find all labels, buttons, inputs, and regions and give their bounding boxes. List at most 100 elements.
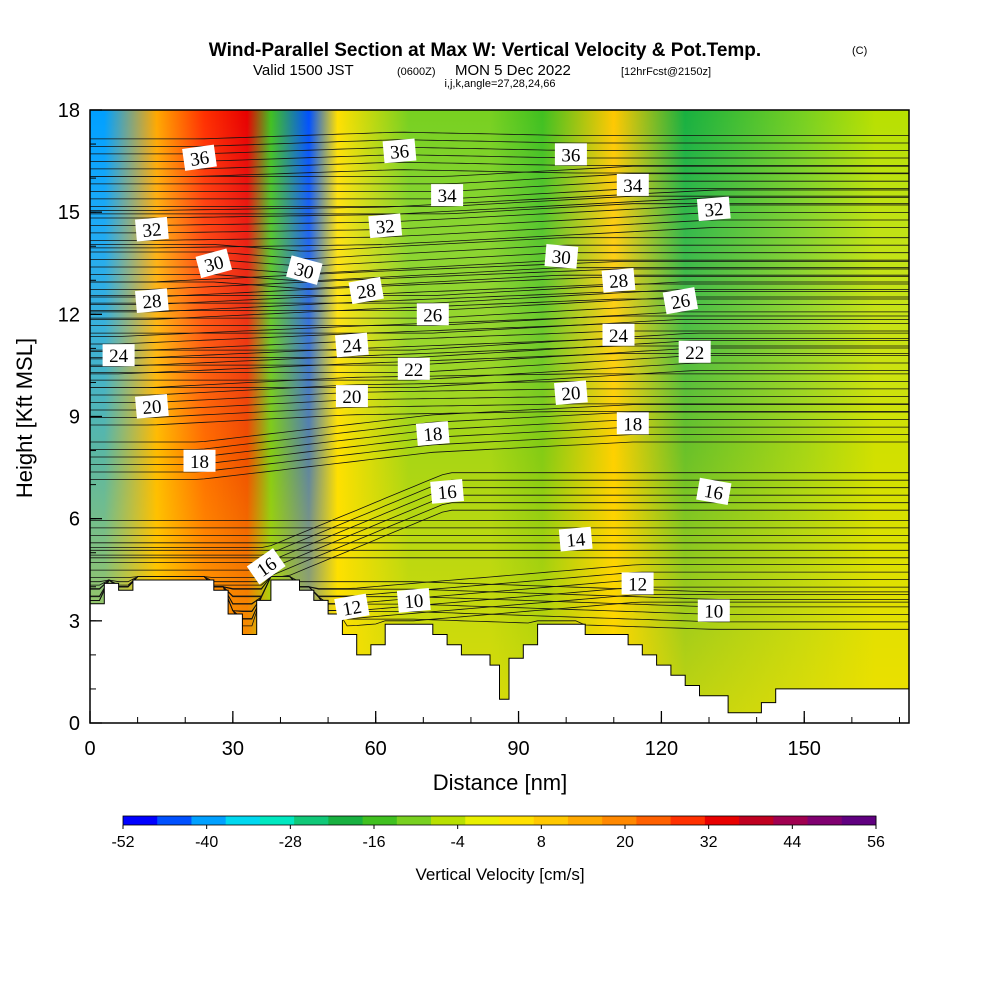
chart-title: Wind-Parallel Section at Max W: Vertical… — [209, 40, 761, 61]
colorbar-swatch — [670, 816, 706, 825]
x-tick-label: 30 — [222, 738, 244, 760]
colorbar-swatch — [396, 816, 432, 825]
theta-line-18-2 — [90, 426, 909, 465]
theta-line-28-1 — [90, 291, 909, 313]
theta-line-16-0 — [90, 509, 909, 586]
x-tick-label: 60 — [365, 738, 387, 760]
theta-label-box — [102, 344, 135, 367]
theta-label-box — [135, 216, 169, 242]
theta-line-28-5 — [90, 261, 909, 283]
theta-line-34-4 — [90, 173, 909, 185]
theta-line-24-0 — [90, 353, 909, 375]
theta-label-box — [697, 599, 730, 622]
theta-label-box — [430, 479, 464, 504]
theta-label-text: 24 — [109, 346, 129, 367]
subtitle-date: MON 5 Dec 2022 — [455, 62, 571, 79]
theta-label-box — [696, 477, 732, 506]
theta-label-box — [195, 248, 233, 279]
theta-label-box — [558, 526, 593, 552]
theta-label-text: 36 — [389, 141, 410, 164]
x-axis-ticks: 0 30 60 90 120 150 — [84, 711, 900, 760]
theta-line-16-3 — [90, 487, 909, 563]
theta-line-34-0 — [90, 203, 909, 215]
theta-line-36-1 — [90, 161, 909, 170]
theta-label-text: 20 — [561, 383, 582, 406]
theta-label-text: 14 — [565, 529, 586, 552]
theta-line-32-0 — [90, 227, 909, 249]
theta-line-18-1 — [90, 434, 909, 473]
theta-label-box — [334, 593, 370, 621]
theta-label-14: 26 — [416, 303, 449, 326]
theta-label-text: 32 — [142, 219, 163, 242]
y-tick-label: 9 — [69, 407, 80, 429]
colorbar-tick-label: -52 — [111, 834, 134, 851]
theta-label-text: 34 — [623, 176, 643, 197]
theta-label-text: 20 — [342, 387, 361, 408]
subtitle-utc: (0600Z) — [397, 66, 436, 78]
theta-line-28-4 — [90, 268, 909, 290]
theta-label-text: 10 — [704, 602, 723, 623]
theta-line-20-1 — [90, 403, 909, 418]
theta-label-text: 30 — [551, 247, 572, 270]
theta-label-text: 18 — [623, 414, 642, 435]
theta-label-box — [621, 572, 654, 595]
colorbar-tick-label: -40 — [195, 834, 218, 851]
theta-line-32-5 — [90, 189, 909, 211]
x-axis-label: Distance [nm] — [433, 770, 568, 795]
y-axis-label: Height [Kft MSL] — [12, 338, 37, 498]
theta-line-22-2 — [90, 355, 909, 373]
colorbar-swatch — [259, 816, 295, 825]
theta-line-26-4 — [90, 289, 909, 304]
theta-contour-labels: 36 36 36 34 34 32 32 32 30 30 30 28 28 28 26 26 24 24 24 22… — [102, 138, 732, 623]
theta-label-box — [382, 138, 417, 164]
theta-label-box — [415, 421, 450, 446]
theta-line-30-1 — [90, 267, 909, 282]
terrain-mask — [90, 579, 909, 723]
theta-line-36-4 — [90, 139, 909, 147]
theta-label-11: 28 — [135, 288, 169, 313]
colorbar-tick-label: 20 — [616, 834, 634, 851]
colorbar-ticks: -52 -40 -28 -16 -4 8 20 32 44 56 — [111, 825, 885, 851]
theta-line-16-5 — [90, 472, 909, 548]
theta-line-36-5 — [90, 131, 909, 140]
theta-line-16-4 — [90, 479, 909, 556]
colorbar-swatch — [191, 816, 227, 825]
theta-label-box — [431, 184, 464, 207]
theta-label-box — [348, 276, 384, 305]
x-tick-label: 120 — [645, 738, 678, 760]
colorbar-tick-label: 8 — [537, 834, 546, 851]
theta-label-text: 12 — [628, 574, 647, 595]
theta-label-22: 20 — [335, 385, 368, 408]
theta-label-30: 14 — [558, 526, 593, 552]
theta-line-24-2 — [90, 338, 909, 360]
theta-line-22-0 — [90, 370, 909, 388]
theta-label-20: 22 — [678, 340, 711, 364]
colorbar-frame — [122, 815, 877, 826]
theta-label-box — [397, 357, 430, 380]
theta-line-24-3 — [90, 330, 909, 352]
theta-label-text: 30 — [202, 252, 226, 277]
theta-label-text: 28 — [608, 271, 629, 294]
theta-label-23: 20 — [554, 380, 588, 406]
theta-line-26-1 — [90, 311, 909, 326]
theta-label-6: 32 — [368, 213, 403, 239]
theta-line-32-3 — [90, 204, 909, 226]
theta-label-text: 36 — [561, 145, 580, 166]
colorbar-swatch — [157, 816, 192, 825]
theta-line-26-0 — [90, 319, 909, 334]
x-tick-label: 90 — [507, 738, 529, 760]
colorbar-swatch — [704, 816, 740, 825]
theta-label-text: 16 — [702, 481, 724, 505]
theta-line-20-3 — [90, 388, 909, 403]
theta-line-30-0 — [90, 274, 909, 289]
theta-label-2: 36 — [554, 143, 587, 166]
theta-line-26-5 — [90, 281, 909, 296]
theta-label-box — [602, 323, 635, 346]
theta-label-26: 18 — [616, 412, 649, 435]
y-tick-label: 18 — [58, 100, 80, 122]
theta-line-28-2 — [90, 283, 909, 305]
theta-label-9: 30 — [285, 255, 323, 285]
theta-label-box — [601, 267, 636, 293]
theta-label-box — [616, 173, 649, 196]
theta-label-3: 34 — [431, 184, 464, 207]
